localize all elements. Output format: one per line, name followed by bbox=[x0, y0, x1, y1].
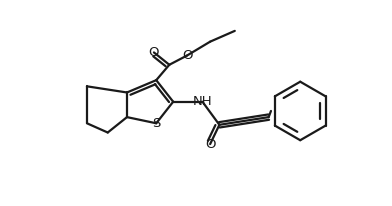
Text: S: S bbox=[152, 117, 160, 130]
Text: O: O bbox=[205, 138, 215, 151]
Text: O: O bbox=[182, 49, 192, 62]
Text: NH: NH bbox=[192, 95, 212, 108]
Text: O: O bbox=[149, 46, 159, 59]
